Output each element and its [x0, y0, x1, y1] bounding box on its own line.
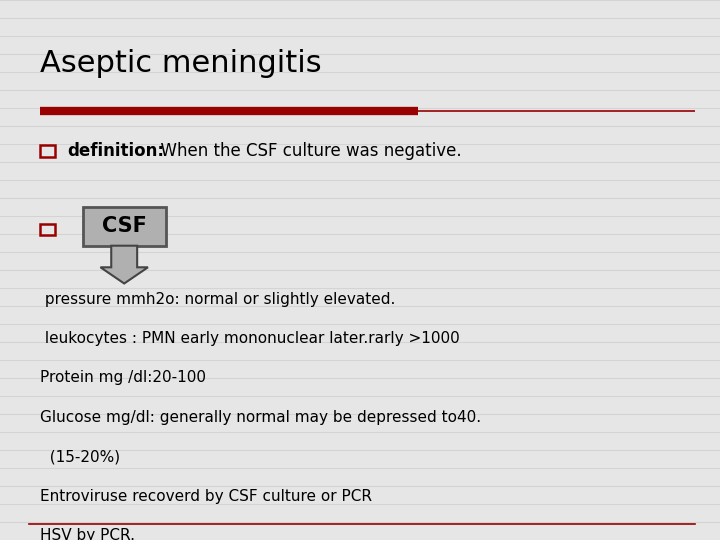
Text: (15-20%): (15-20%)	[40, 449, 120, 464]
Text: When the CSF culture was negative.: When the CSF culture was negative.	[150, 142, 462, 160]
Polygon shape	[101, 246, 148, 284]
FancyBboxPatch shape	[40, 224, 55, 235]
Text: Protein mg /dl:20-100: Protein mg /dl:20-100	[40, 370, 206, 386]
Text: CSF: CSF	[102, 216, 147, 237]
Text: Glucose mg/dl: generally normal may be depressed to40.: Glucose mg/dl: generally normal may be d…	[40, 410, 481, 425]
FancyBboxPatch shape	[83, 207, 166, 246]
Text: definition:: definition:	[67, 142, 164, 160]
Text: Entroviruse recoverd by CSF culture or PCR: Entroviruse recoverd by CSF culture or P…	[40, 489, 372, 504]
FancyBboxPatch shape	[40, 145, 55, 157]
Text: pressure mmh2o: normal or slightly elevated.: pressure mmh2o: normal or slightly eleva…	[40, 292, 395, 307]
Text: Aseptic meningitis: Aseptic meningitis	[40, 49, 321, 78]
Text: leukocytes : PMN early mononuclear later.rarly >1000: leukocytes : PMN early mononuclear later…	[40, 331, 459, 346]
Text: HSV by PCR.: HSV by PCR.	[40, 528, 135, 540]
